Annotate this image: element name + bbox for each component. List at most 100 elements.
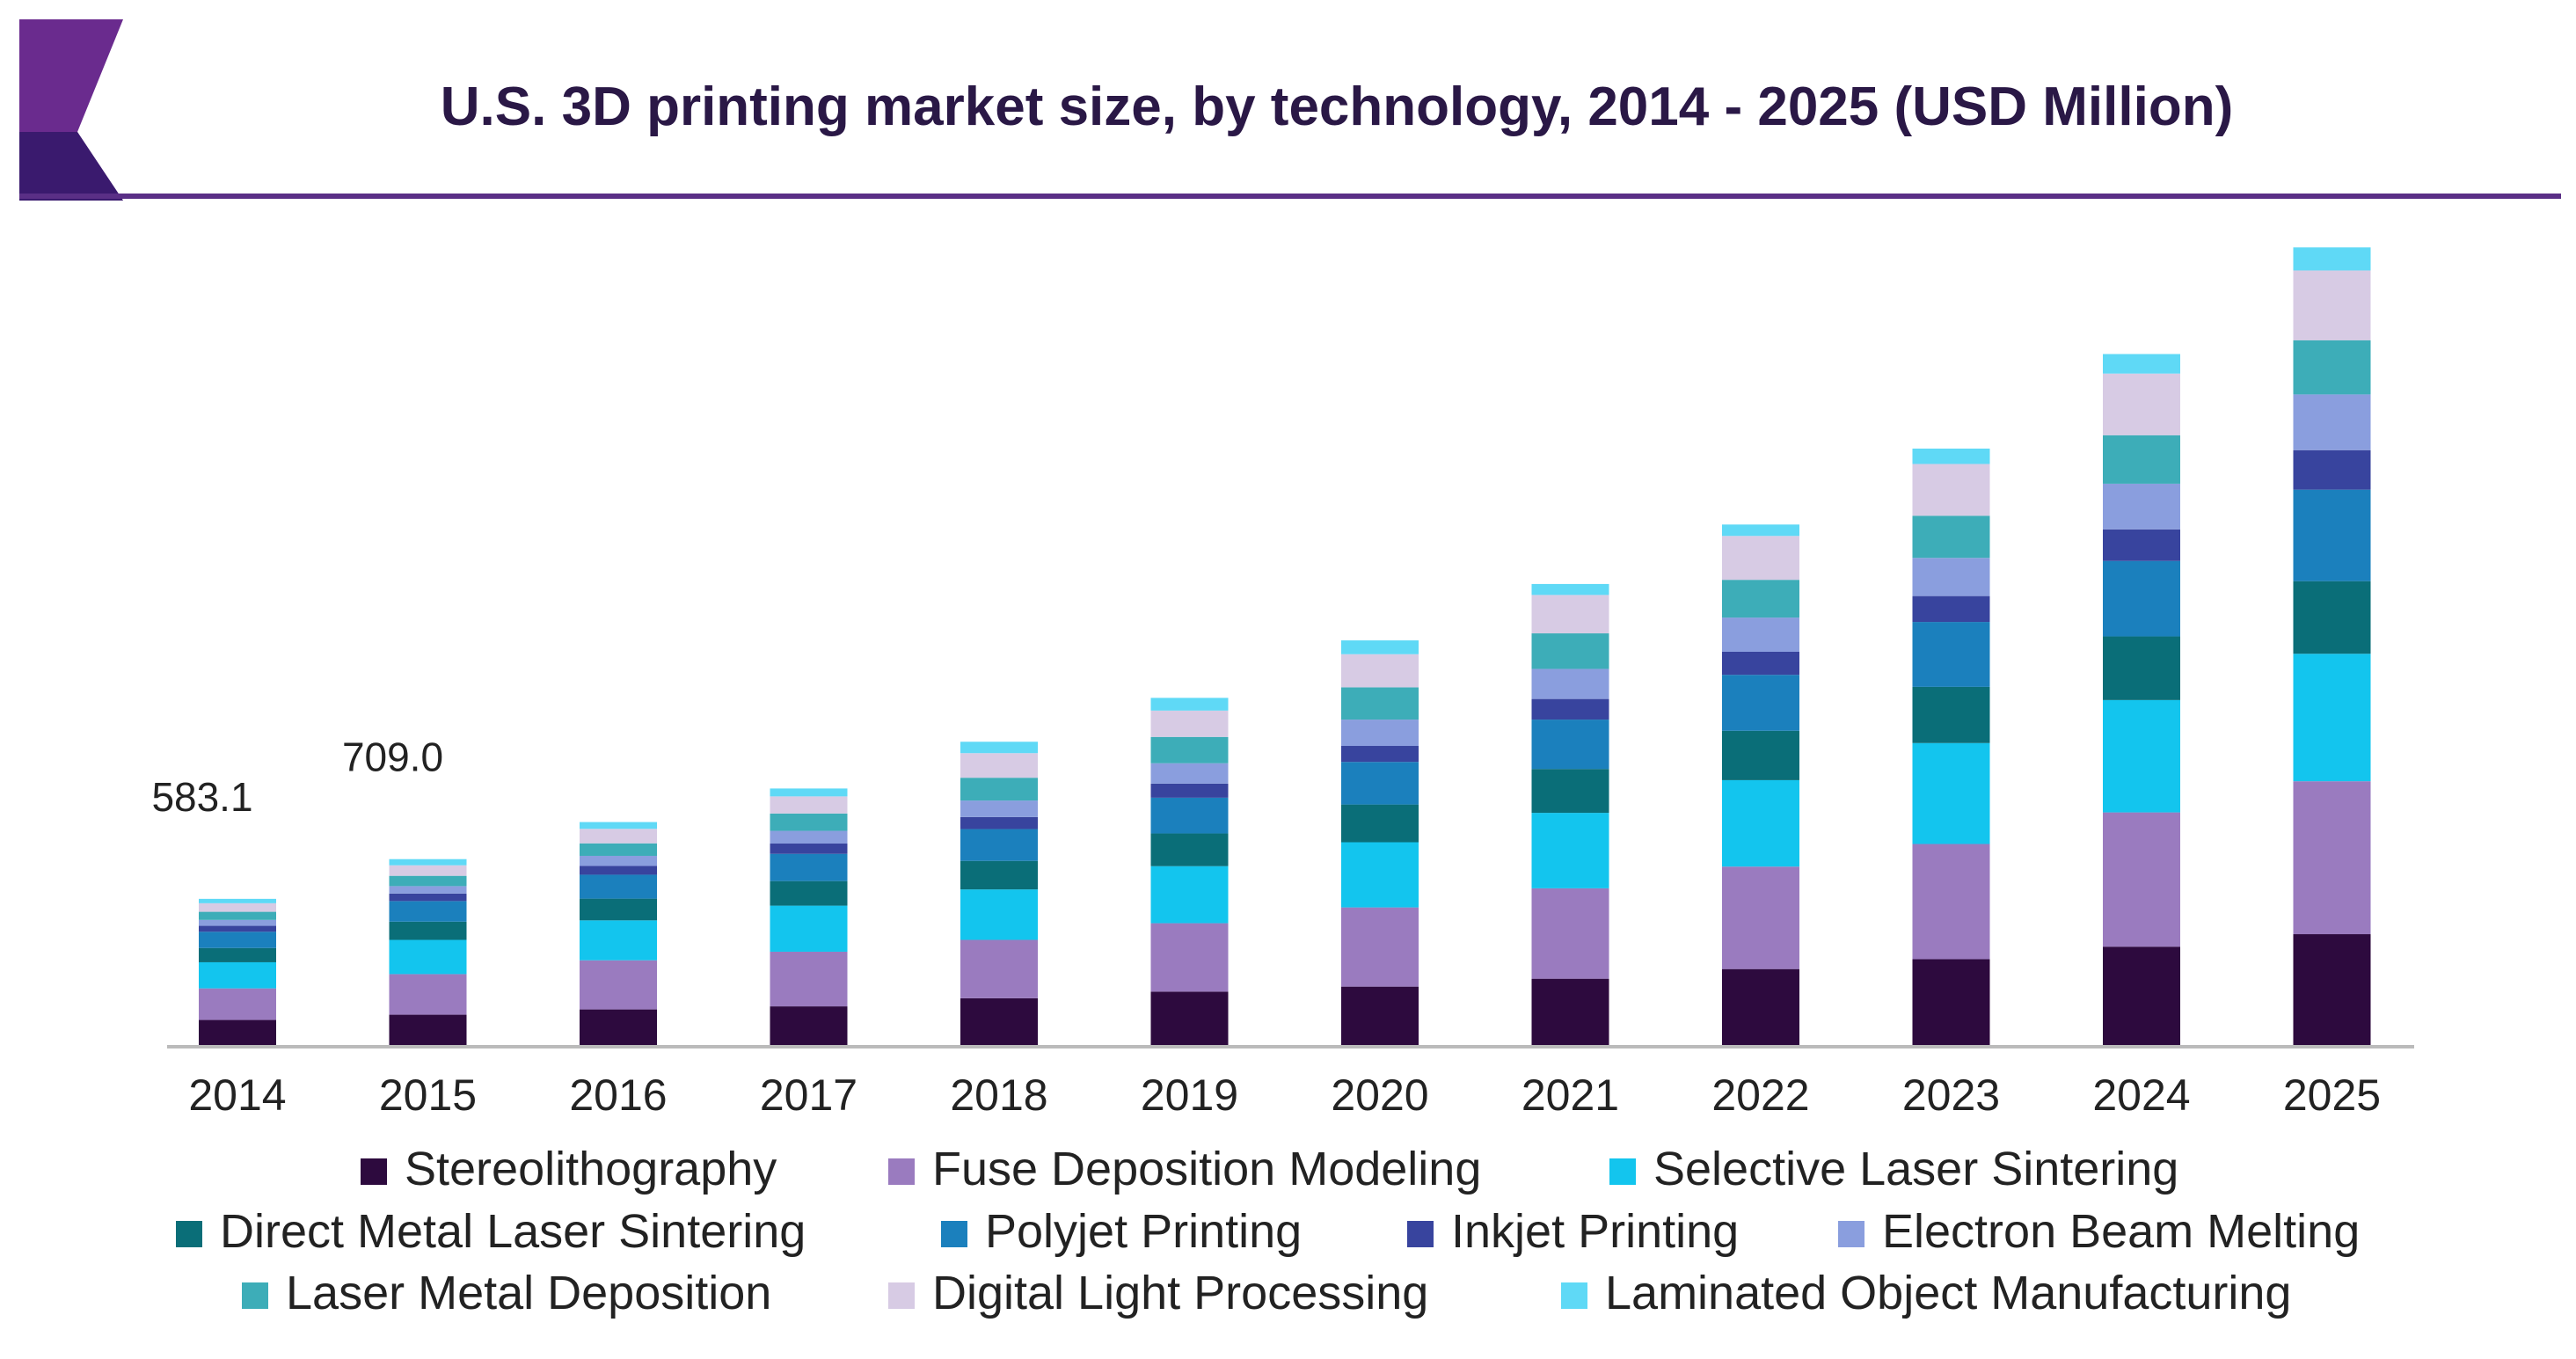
bar-segment-2019-4 (1150, 833, 1229, 866)
bar-segment-2024-3 (2103, 699, 2180, 813)
bar-segment-2018-8 (960, 778, 1038, 801)
data-label-2015: 709.0 (342, 734, 443, 780)
bar-segment-2021-1 (1531, 978, 1609, 1045)
legend-label-2: Fuse Deposition Modeling (932, 1143, 1481, 1195)
legend-swatch-7 (1838, 1221, 1864, 1247)
bar-segment-2024-2 (2103, 812, 2180, 947)
bar-segment-2022-8 (1722, 580, 1799, 618)
bar-segment-2021-4 (1531, 769, 1609, 814)
x-tick-label-2022: 2022 (1711, 1070, 1809, 1120)
bar-segment-2023-9 (1912, 464, 1990, 516)
bar-segment-2020-7 (1341, 720, 1419, 747)
bar-segment-2022-3 (1722, 779, 1799, 867)
bar-segment-2021-2 (1531, 888, 1609, 979)
bar-segment-2021-6 (1531, 698, 1609, 720)
bar-segment-2025-6 (2293, 449, 2371, 490)
bar-segment-2016-4 (580, 898, 657, 921)
bar-segment-2022-9 (1722, 536, 1799, 581)
bar-segment-2020-4 (1341, 804, 1419, 843)
bar-segment-2017-8 (770, 813, 848, 831)
bar-segment-2025-10 (2293, 247, 2371, 271)
bar-segment-2016-6 (580, 866, 657, 875)
bar-segment-2022-4 (1722, 730, 1799, 780)
x-tick-label-2020: 2020 (1331, 1070, 1428, 1120)
bar-segment-2015-2 (389, 974, 467, 1015)
bar-segment-2017-5 (770, 853, 848, 881)
bar-segment-2014-1 (199, 1019, 276, 1045)
bar-segment-2022-6 (1722, 651, 1799, 676)
bar-segment-2018-9 (960, 753, 1038, 778)
legend-label-10: Laminated Object Manufacturing (1605, 1267, 2291, 1319)
bar-segment-2017-9 (770, 796, 848, 814)
bar-segment-2018-6 (960, 816, 1038, 829)
legend-swatch-2 (888, 1158, 915, 1185)
bar-segment-2018-10 (960, 742, 1038, 754)
bar-segment-2019-1 (1150, 991, 1229, 1045)
x-tick-label-2025: 2025 (2283, 1070, 2381, 1120)
x-tick-label-2024: 2024 (2092, 1070, 2190, 1120)
bar-segment-2017-6 (770, 844, 848, 854)
bar-segment-2025-8 (2293, 340, 2371, 395)
x-tick-label-2021: 2021 (1522, 1070, 1619, 1120)
bar-segment-2020-6 (1341, 746, 1419, 763)
bar-segment-2021-3 (1531, 813, 1609, 888)
bar-segment-2016-2 (580, 960, 657, 1010)
legend-swatch-9 (888, 1282, 915, 1309)
bar-segment-2018-7 (960, 800, 1038, 817)
x-tick-label-2019: 2019 (1141, 1070, 1238, 1120)
legend: Stereolithography Fuse Deposition Modelin… (176, 1143, 2360, 1319)
bar-segment-2024-4 (2103, 636, 2180, 700)
bar-segment-2019-5 (1150, 797, 1229, 834)
legend-label-9: Digital Light Processing (932, 1267, 1428, 1319)
bar-segment-2016-7 (580, 855, 657, 866)
bar-segment-2020-10 (1341, 640, 1419, 654)
legend-label-6: Inkjet Printing (1451, 1205, 1739, 1258)
bar-segment-2017-2 (770, 951, 848, 1007)
bar-segment-2025-5 (2293, 489, 2371, 581)
bar-segment-2021-7 (1531, 669, 1609, 699)
bar-segment-2025-3 (2293, 654, 2371, 782)
bar-segment-2018-5 (960, 829, 1038, 861)
bar-segment-2023-7 (1912, 558, 1990, 596)
legend-swatch-1 (361, 1158, 387, 1185)
bar-segment-2021-9 (1531, 595, 1609, 634)
x-tick-label-2015: 2015 (379, 1070, 477, 1120)
brand-logo-accent-icon (19, 132, 123, 201)
bars-layer (199, 247, 2371, 1045)
bar-segment-2023-6 (1912, 595, 1990, 623)
bar-segment-2019-9 (1150, 710, 1229, 737)
legend-label-3: Selective Laser Sintering (1653, 1143, 2178, 1195)
legend-label-1: Stereolithography (405, 1143, 777, 1195)
legend-label-8: Laser Metal Deposition (286, 1267, 771, 1319)
bar-segment-2015-1 (389, 1014, 467, 1045)
bar-segment-2023-8 (1912, 515, 1990, 559)
bar-segment-2014-8 (199, 911, 276, 920)
bar-segment-2025-4 (2293, 581, 2371, 654)
bar-segment-2015-4 (389, 921, 467, 940)
bar-segment-2016-10 (580, 822, 657, 829)
bar-segment-2015-10 (389, 859, 467, 866)
bar-segment-2021-5 (1531, 720, 1609, 770)
bar-segment-2024-8 (2103, 435, 2180, 484)
bar-segment-2014-5 (199, 932, 276, 948)
x-tick-labels: 2014 2015 2016 2017 2018 2019 2020 2021 2022 2023… (188, 1070, 2381, 1120)
bar-segment-2014-4 (199, 947, 276, 962)
legend-swatch-4 (176, 1221, 202, 1247)
legend-label-7: Electron Beam Melting (1882, 1205, 2360, 1258)
bar-segment-2025-9 (2293, 270, 2371, 340)
data-labels: 583.1 709.0 (151, 734, 443, 820)
bar-segment-2019-7 (1150, 763, 1229, 784)
bar-segment-2024-1 (2103, 946, 2180, 1045)
x-tick-label-2018: 2018 (950, 1070, 1047, 1120)
bar-segment-2015-6 (389, 893, 467, 902)
legend-swatch-5 (941, 1221, 967, 1247)
x-tick-label-2017: 2017 (760, 1070, 857, 1120)
bar-segment-2015-7 (389, 886, 467, 894)
bar-segment-2016-8 (580, 843, 657, 856)
title-underline (19, 194, 2561, 199)
bar-segment-2022-10 (1722, 524, 1799, 537)
bar-segment-2020-9 (1341, 654, 1419, 688)
bar-segment-2024-10 (2103, 354, 2180, 374)
bar-segment-2014-9 (199, 902, 276, 912)
bar-segment-2023-4 (1912, 686, 1990, 743)
